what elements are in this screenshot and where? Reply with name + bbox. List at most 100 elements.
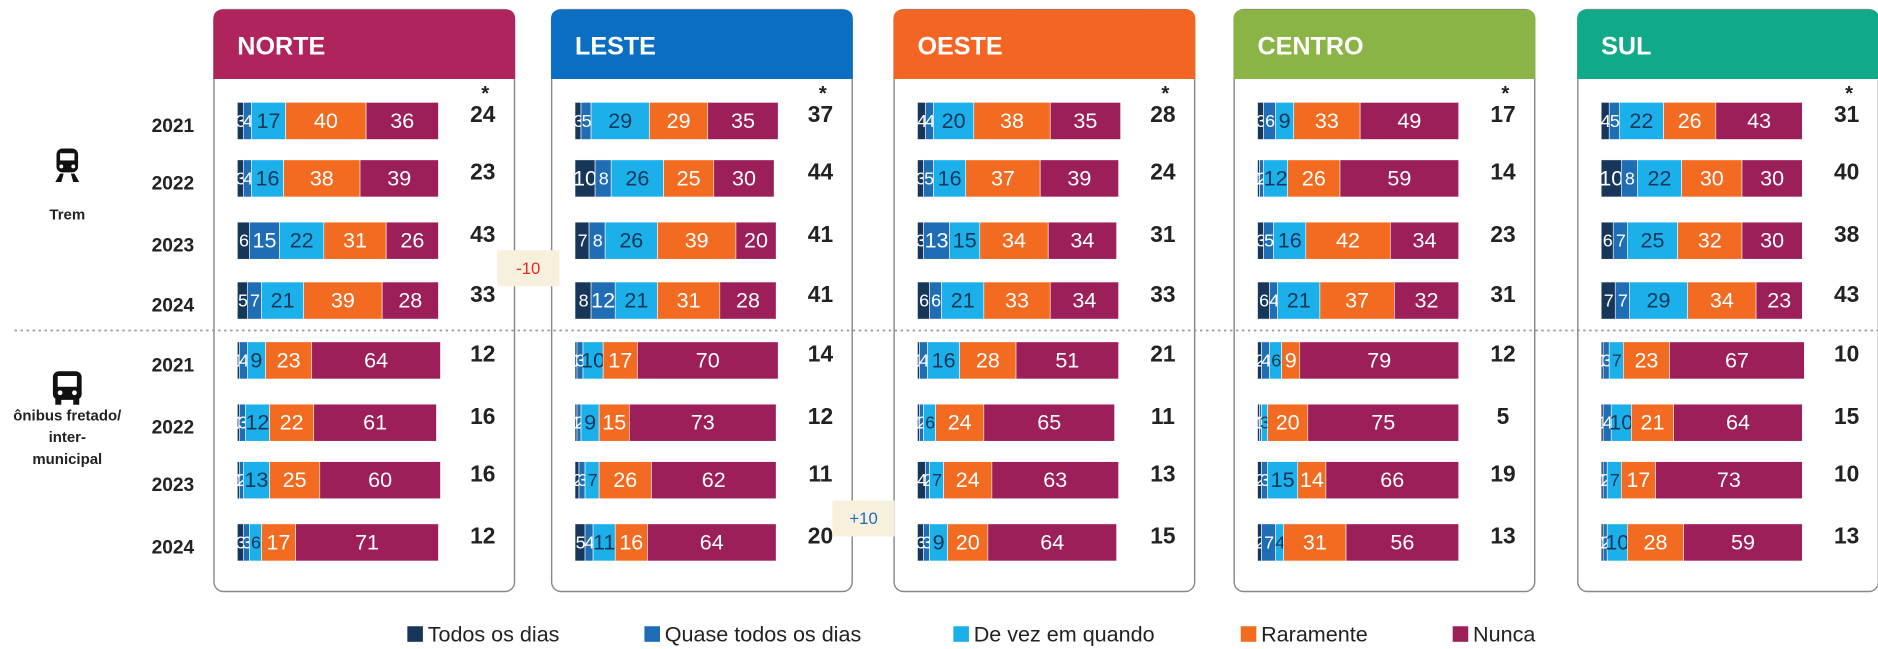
segment-label: 32 <box>1698 228 1722 253</box>
bar-segment <box>959 341 1017 380</box>
total-label: 43 <box>1834 281 1859 307</box>
segment-label: 70 <box>696 347 720 372</box>
bar-segment <box>1039 159 1119 198</box>
segment-label: 59 <box>1731 529 1755 554</box>
bar-segment <box>923 221 950 260</box>
year-label: 2022 <box>152 418 195 439</box>
segment-label: 73 <box>691 410 715 435</box>
bar-segment <box>933 159 967 198</box>
segment-label: 7 <box>932 470 942 490</box>
segment-label: 66 <box>1380 467 1404 492</box>
segment-label: 33 <box>1005 287 1029 312</box>
bar-segment <box>381 281 439 320</box>
segment-label: 21 <box>951 287 975 312</box>
segment-label: 38 <box>1000 108 1024 133</box>
bar-segment <box>1345 523 1459 562</box>
segment-label: 60 <box>368 467 392 492</box>
legend-swatch <box>407 626 423 642</box>
total-label: 13 <box>1834 523 1859 549</box>
segment-label: 3 <box>578 470 588 490</box>
segment-label: 9 <box>250 347 262 372</box>
bar-segment <box>269 403 315 442</box>
total-label: 12 <box>470 341 495 367</box>
segment-label: 39 <box>387 165 411 190</box>
segment-label: 28 <box>398 287 422 312</box>
segment-label: 3 <box>1256 231 1266 251</box>
segment-label: 12 <box>245 410 269 435</box>
legend-label: De vez em quando <box>974 622 1155 647</box>
segment-label: 6 <box>1271 350 1281 370</box>
bar-segment <box>323 221 387 260</box>
bar-segment <box>295 523 439 562</box>
segment-label: 39 <box>331 287 355 312</box>
segment-label: 8 <box>1625 168 1635 188</box>
segment-label: 63 <box>1043 467 1067 492</box>
bar-segment <box>1339 159 1459 198</box>
segment-label: 29 <box>608 108 632 133</box>
segment-label: 26 <box>619 228 643 253</box>
segment-label: 5 <box>1610 111 1620 131</box>
segment-label: 7 <box>1264 532 1274 552</box>
note-mark: * <box>1161 83 1169 105</box>
segment-label: 15 <box>1271 467 1295 492</box>
legend-swatch <box>644 626 661 642</box>
bar-segment <box>987 523 1117 562</box>
segment-label: 9 <box>1285 347 1297 372</box>
bus-icon <box>52 371 82 405</box>
total-label: 11 <box>1151 403 1175 429</box>
bar-segment <box>983 403 1115 442</box>
bar-segment <box>1277 281 1321 320</box>
segment-label: 3 <box>1260 470 1270 490</box>
total-label: 19 <box>1490 460 1515 486</box>
bar-segment <box>1015 341 1119 380</box>
bar-segment <box>245 403 270 442</box>
total-label: 40 <box>1834 159 1859 185</box>
segment-label: 4 <box>1261 350 1271 370</box>
segment-label: 32 <box>1415 287 1439 312</box>
bar-segment <box>251 159 284 198</box>
segment-label: 29 <box>1647 287 1671 312</box>
segment-label: 5 <box>238 290 248 310</box>
panel-title: OESTE <box>917 33 1002 61</box>
segment-label: 16 <box>619 529 643 554</box>
panel-title: CENTRO <box>1258 33 1364 61</box>
bar-segment <box>1715 102 1803 140</box>
bar-segment <box>1305 221 1391 260</box>
segment-label: 2 <box>1257 168 1267 188</box>
segment-label: 30 <box>1700 165 1724 190</box>
segment-label: 20 <box>956 529 980 554</box>
bar-segment <box>285 102 367 140</box>
segment-label: 20 <box>744 228 768 253</box>
segment-label: 3 <box>236 168 246 188</box>
year-label: 2022 <box>152 173 195 194</box>
bar-segment <box>1394 281 1459 320</box>
bar-segment <box>279 221 325 260</box>
segment-label: 2 <box>923 470 933 490</box>
segment-label: 10 <box>1599 165 1623 190</box>
segment-label: 59 <box>1387 165 1411 190</box>
bar-segment <box>1049 281 1119 320</box>
annotation: -10 <box>516 259 540 278</box>
segment-label: 6 <box>919 290 929 310</box>
bar-segment <box>303 281 383 320</box>
bar-segment <box>1687 281 1757 320</box>
segment-label: 4 <box>917 470 927 490</box>
segment-label: 11 <box>593 529 615 554</box>
panel-title: SUL <box>1601 33 1651 61</box>
bar-segment <box>927 341 960 380</box>
bar-segment <box>1673 403 1803 442</box>
segment-label: 17 <box>1626 467 1650 492</box>
bar-segment <box>1273 221 1307 260</box>
segment-label: 4 <box>1269 290 1279 310</box>
segment-label: 12 <box>1264 165 1288 190</box>
segment-label: 25 <box>677 165 701 190</box>
year-label: 2024 <box>152 296 195 317</box>
total-label: 23 <box>470 159 495 185</box>
total-label: 12 <box>1490 341 1515 367</box>
bar-segment <box>1287 159 1341 198</box>
segment-label: 26 <box>400 228 424 253</box>
segment-label: 2 <box>1255 350 1265 370</box>
segment-label: 10 <box>1605 529 1629 554</box>
total-label: 20 <box>808 523 833 549</box>
